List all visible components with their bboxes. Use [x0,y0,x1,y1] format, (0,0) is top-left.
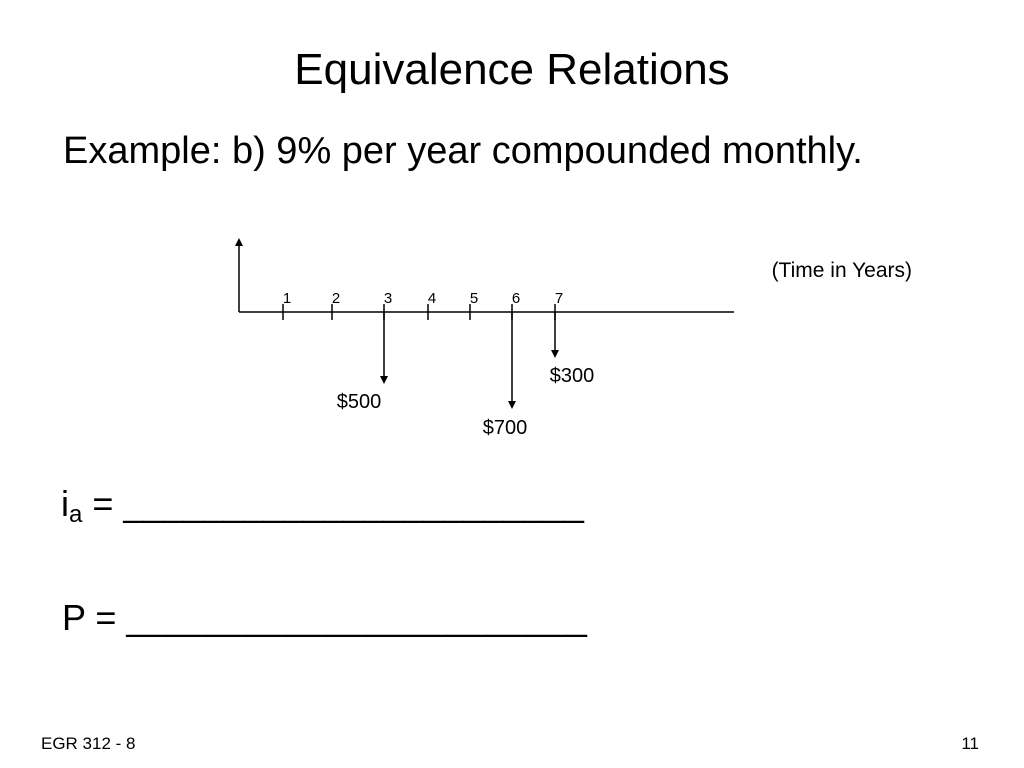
time-axis-label: (Time in Years) [772,259,912,282]
present-worth-equation: P = _______________________ [62,597,587,638]
period-labels: 1 2 3 4 5 6 7 [283,290,563,307]
period-label-3: 3 [384,290,392,307]
period-label-4: 4 [428,290,436,307]
cash-flow-arrows: $500 $700 $300 [337,312,595,439]
footer-course: EGR 312 - 8 [41,734,136,753]
footer-page-number: 11 [961,734,979,753]
period-label-6: 6 [512,290,520,307]
slide-subtitle: Example: b) 9% per year compounded month… [63,130,863,172]
ia-symbol: i [61,483,69,524]
cash-flow-amount-period-7: $300 [550,365,595,387]
ia-subscript: a [69,501,83,528]
slide-title: Equivalence Relations [294,45,730,94]
ia-blank: = _______________________ [82,483,584,524]
period-label-5: 5 [470,290,478,307]
cash-flow-amount-period-3: $500 [337,391,382,413]
period-label-7: 7 [555,290,563,307]
cash-flow-amount-period-6: $700 [483,417,528,439]
period-label-1: 1 [283,290,291,307]
period-label-2: 2 [332,290,340,307]
effective-rate-equation: ia = _______________________ [61,482,584,528]
